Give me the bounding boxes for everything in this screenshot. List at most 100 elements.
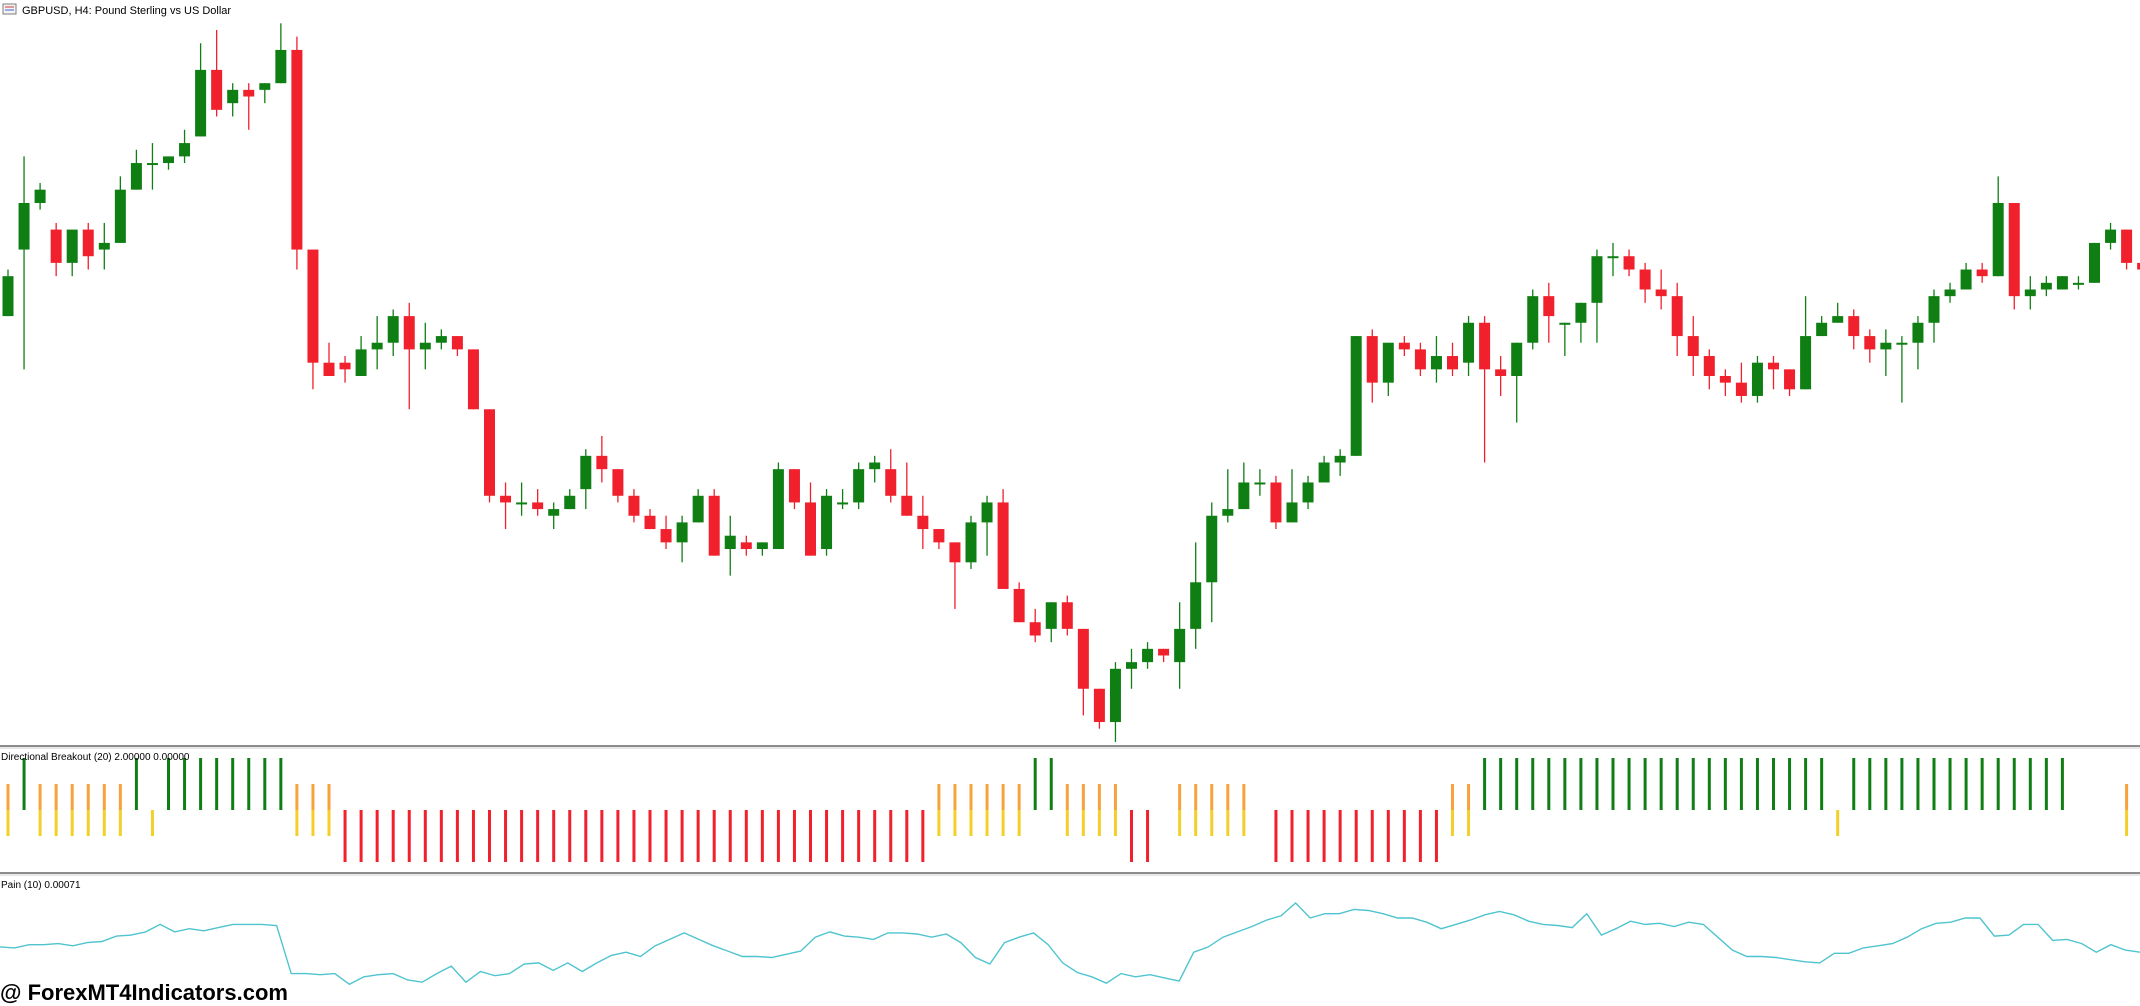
candle <box>981 495 993 556</box>
candle-body <box>1880 342 1892 350</box>
candle-body <box>756 542 768 550</box>
directional-breakout-pane[interactable] <box>6 758 2140 862</box>
candle-body <box>1366 336 1378 383</box>
candle <box>323 342 335 376</box>
candle <box>837 489 849 510</box>
candle-body <box>837 502 849 505</box>
candle <box>1158 648 1170 663</box>
candle <box>339 356 351 383</box>
candle <box>1029 608 1041 643</box>
candle <box>1414 342 1426 376</box>
candle <box>821 489 833 556</box>
candle-body <box>965 522 977 563</box>
candle <box>371 316 383 370</box>
candle <box>564 489 576 510</box>
candle-body <box>1013 588 1025 623</box>
candle-body <box>1463 322 1475 363</box>
candle <box>1093 688 1105 729</box>
candle <box>532 489 544 516</box>
candle-body <box>740 542 752 550</box>
candle-body <box>2040 282 2052 290</box>
price-pane[interactable] <box>2 23 2140 742</box>
candle <box>1784 369 1796 396</box>
candle-body <box>708 495 720 556</box>
candle <box>34 183 46 210</box>
candle-body <box>1864 336 1876 350</box>
candle <box>227 83 239 117</box>
chart-window-icon[interactable] <box>2 3 17 15</box>
candle <box>355 336 367 376</box>
candle-body <box>1559 322 1571 325</box>
candle-body <box>1816 322 1828 337</box>
candle-body <box>1944 289 1956 297</box>
candle-body <box>114 189 126 243</box>
candle-body <box>1350 336 1362 456</box>
candle <box>1174 602 1186 689</box>
candle <box>1992 176 2004 277</box>
candle-body <box>66 229 78 263</box>
candle <box>1928 289 1940 343</box>
candle-body <box>805 502 816 556</box>
candle-body <box>628 495 640 516</box>
candle <box>98 222 110 270</box>
candle-body <box>339 362 351 370</box>
candle <box>1495 356 1507 396</box>
candle <box>179 129 191 164</box>
candle-body <box>98 242 110 250</box>
candle <box>676 515 688 563</box>
candle <box>2121 229 2133 270</box>
candle-body <box>596 455 608 470</box>
candle <box>1206 502 1218 623</box>
candle-body <box>1447 356 1458 370</box>
candle <box>805 482 816 556</box>
candle <box>114 176 126 243</box>
candle-body <box>949 542 961 563</box>
candle <box>660 515 672 550</box>
candle-body <box>564 495 576 510</box>
candle-body <box>1142 648 1154 663</box>
candle-body <box>676 522 688 543</box>
candle-body <box>1318 462 1330 483</box>
candle <box>1318 455 1330 483</box>
candle-body <box>1334 455 1346 463</box>
candle <box>291 36 303 270</box>
candle <box>1543 282 1555 343</box>
candle <box>1912 316 1924 370</box>
candle <box>1463 316 1475 376</box>
candle-body <box>163 156 174 164</box>
candle-body <box>1190 582 1202 629</box>
candle <box>1238 462 1250 510</box>
candle <box>949 542 961 609</box>
candle <box>307 249 319 390</box>
candle <box>1527 289 1539 350</box>
candle-body <box>1591 256 1603 303</box>
candle <box>628 489 640 523</box>
candle <box>1607 242 1619 277</box>
candle <box>275 23 287 84</box>
candle-body <box>1206 515 1218 583</box>
candle-body <box>821 495 833 550</box>
candle <box>1109 662 1121 742</box>
candle-body <box>1719 376 1731 383</box>
candle <box>1703 349 1715 390</box>
candle <box>885 449 897 503</box>
candle <box>596 435 608 483</box>
candle-body <box>580 455 592 490</box>
candle <box>853 462 865 510</box>
candle <box>435 329 447 350</box>
pain-pane[interactable] <box>0 902 2140 986</box>
candle-body <box>1254 482 1266 485</box>
candle <box>1751 356 1763 403</box>
candle-body <box>1832 316 1844 323</box>
candle-body <box>612 469 624 496</box>
candle-body <box>484 409 495 496</box>
candle <box>1832 302 1844 323</box>
candle-body <box>195 69 207 137</box>
candle <box>1398 336 1410 357</box>
candle-body <box>1703 356 1715 376</box>
candle-body <box>130 163 142 190</box>
candle <box>1270 475 1282 530</box>
candle-body <box>1174 628 1186 663</box>
